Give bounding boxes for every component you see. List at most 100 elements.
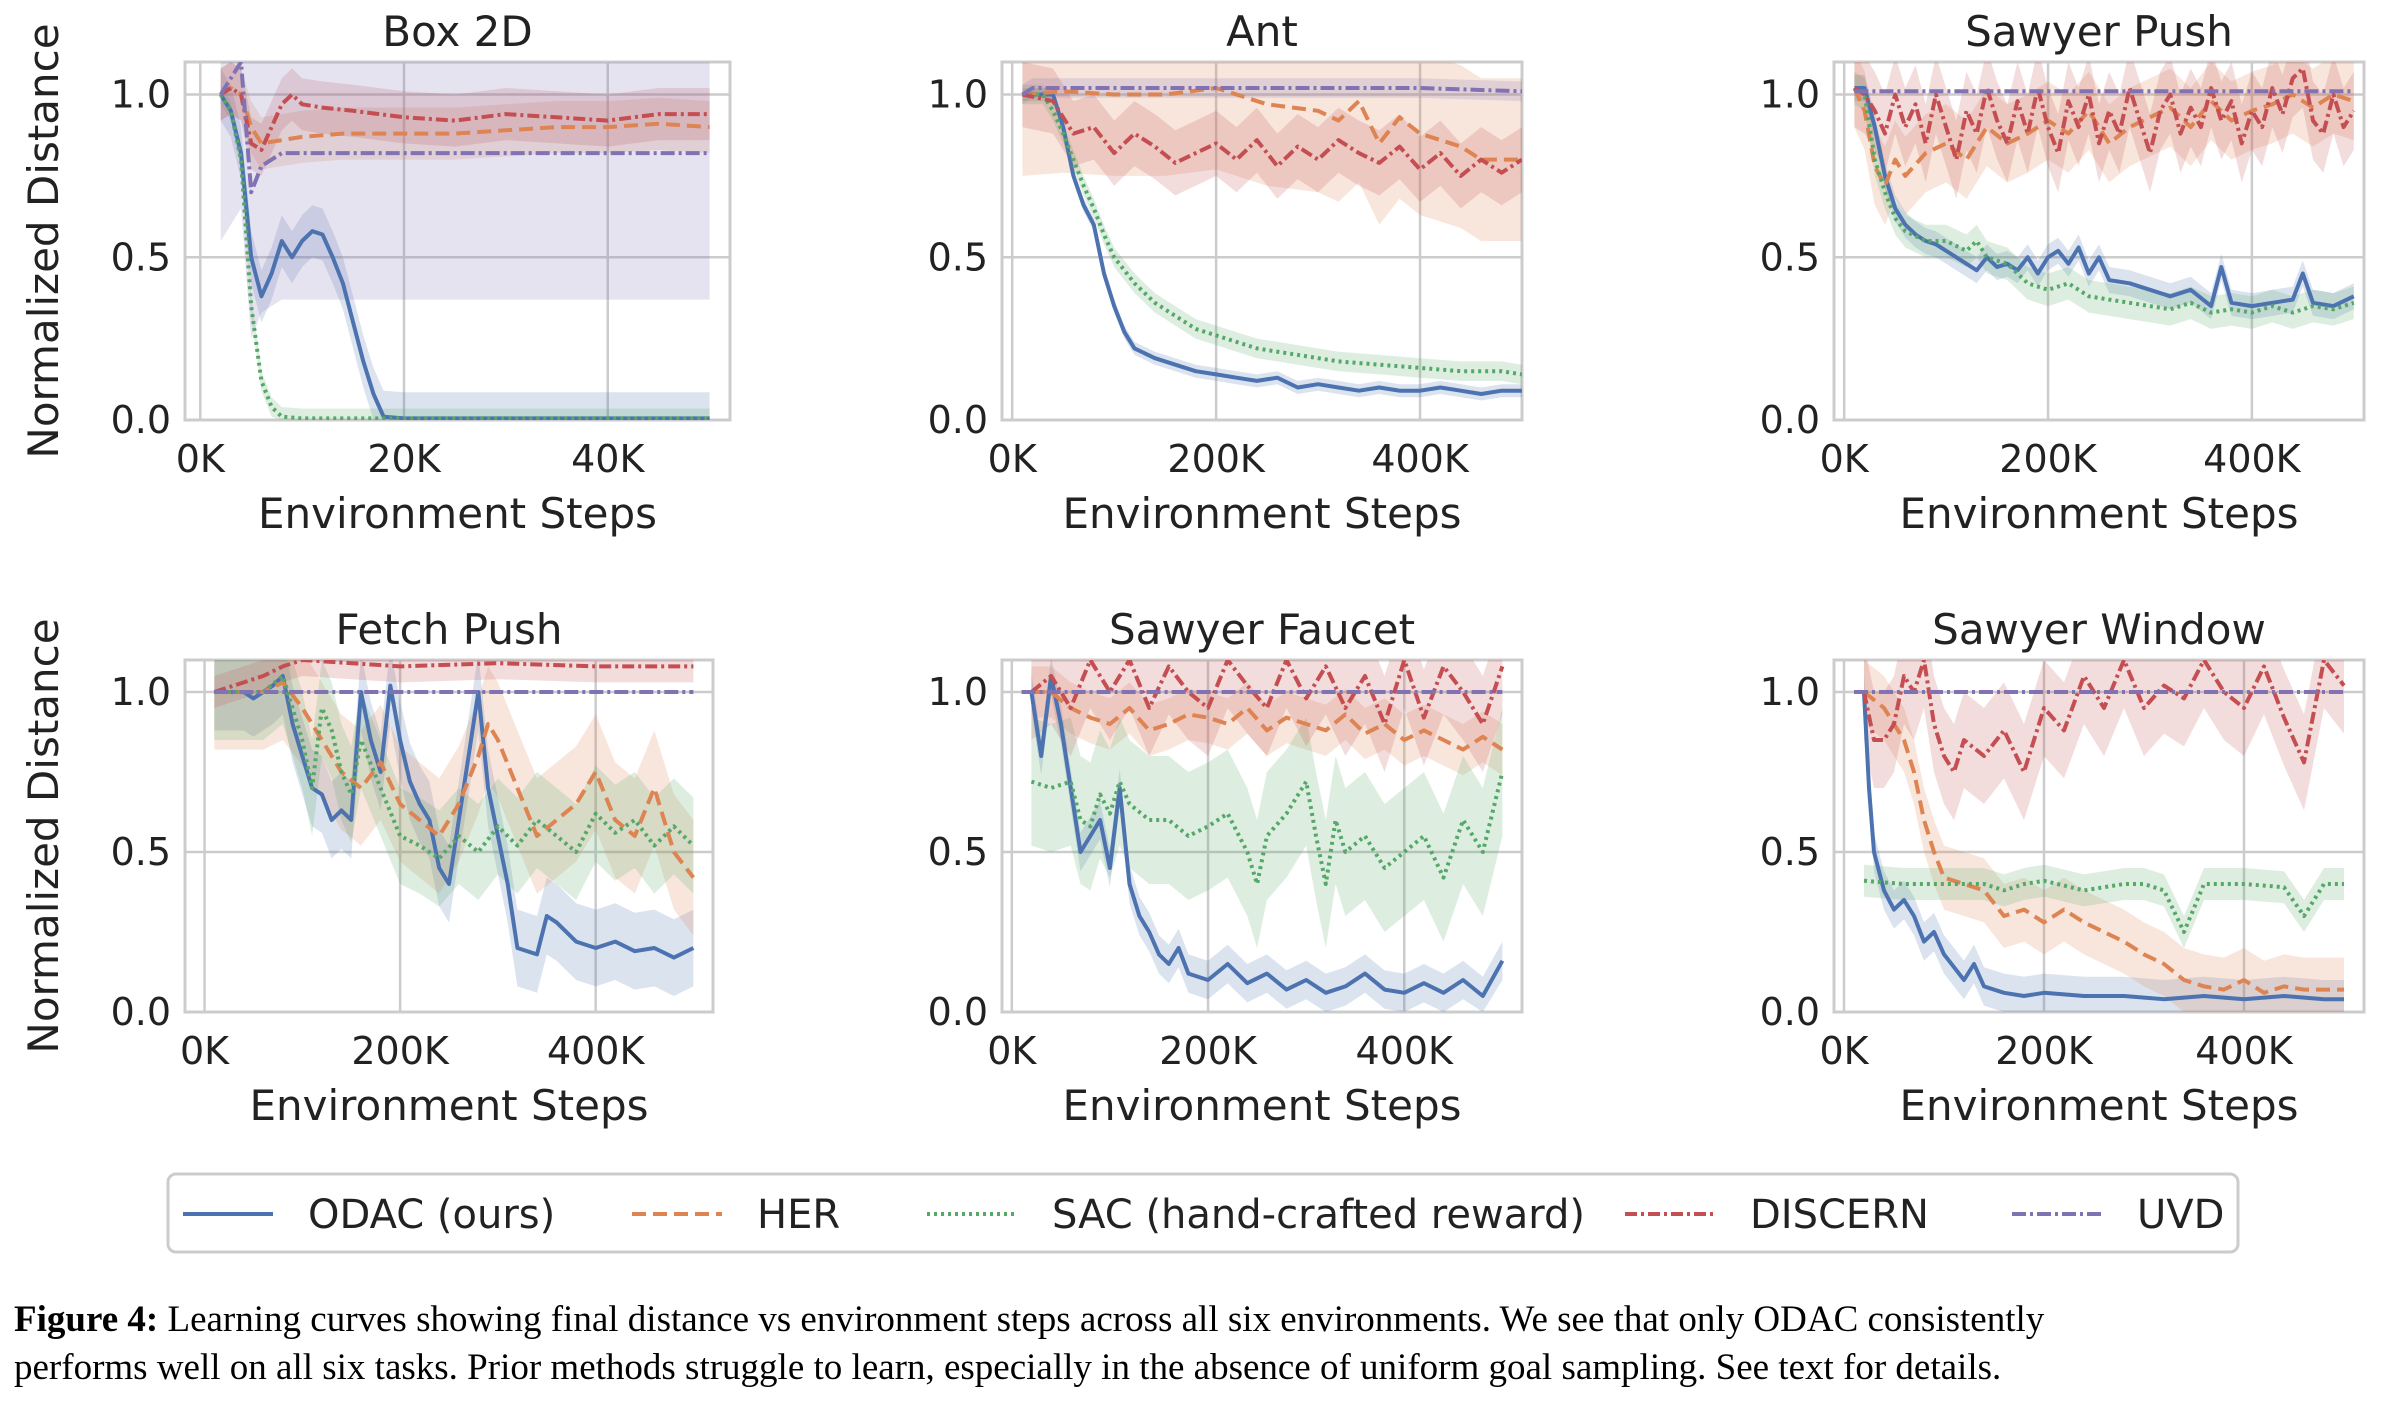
band-odac [1031,660,1503,1012]
subplot-ant: 0K 200K 400K 0.0 0.5 1.0 Ant Environment Steps [928,7,1524,538]
band-her [1022,62,1522,241]
legend-label-discern: DISCERN [1750,1192,1929,1238]
x-tick-label: 200K [1995,1029,2094,1073]
subplot-title: Sawyer Faucet [1109,605,1415,654]
y-axis-label: Normalized Distance [19,618,68,1053]
subplot-title: Sawyer Push [1965,7,2233,56]
band-discern [1854,62,2354,199]
line-sac [218,93,710,420]
line-sac [1863,878,2344,934]
plot-frame [1832,658,2366,1014]
subplot-sawyer-faucet: 0K 200K 400K 0.0 0.5 1.0 Sawyer Faucet Environm… [928,605,1524,1130]
x-tick-label: 20K [367,437,441,481]
band-her [1864,660,2344,1012]
legend-label-her: HER [757,1192,840,1238]
band-sac [1031,708,1503,948]
x-axis-label: Environment Steps [258,489,657,538]
x-axis-label: Environment Steps [1062,489,1461,538]
x-tick-label: 400K [1371,437,1470,481]
band-her [220,62,710,170]
caption-line-1: Learning curves showing final distance v… [158,1299,2045,1340]
subplot-title: Sawyer Window [1932,605,2266,654]
y-tick-label: 0.5 [111,235,171,279]
y-tick-label: 0.0 [111,398,171,442]
subplot-title: Fetch Push [336,605,563,654]
series-group [1021,660,1505,1012]
line-discern [1021,92,1522,178]
line-her [1862,690,2344,995]
series-group [1021,62,1522,401]
line-odac [214,674,695,960]
line-her [1022,86,1522,162]
line-discern [1853,66,2356,162]
y-tick-label: 0.0 [1760,990,1820,1034]
legend-label-odac: ODAC (ours) [308,1192,555,1238]
band-odac [214,660,694,996]
x-axis-label: Environment Steps [1062,1081,1461,1130]
x-tick-label: 0K [176,437,226,481]
series-group [1852,62,2356,329]
subplot-title: Box 2D [382,7,533,56]
y-tick-label: 1.0 [1760,670,1820,714]
line-sac [1853,86,2355,315]
x-tick-label: 400K [1356,1029,1455,1073]
band-odac [1854,75,2354,320]
band-odac [220,68,710,420]
line-her [1031,690,1504,752]
y-tick-label: 0.5 [111,830,171,874]
x-axis-label: Environment Steps [1899,1081,2298,1130]
band-discern [1864,660,2344,820]
y-tick-label: 0.5 [928,830,988,874]
series-group [218,62,710,420]
y-tick-label: 1.0 [111,73,171,117]
band-sac [214,660,694,907]
x-tick-label: 0K [988,437,1038,481]
y-tick-label: 0.0 [111,990,171,1034]
x-tick-label: 40K [571,437,645,481]
line-her [214,680,695,879]
line-discern [1862,660,2346,774]
x-tick-label: 200K [1159,1029,1258,1073]
band-her [1031,666,1503,776]
x-axis-label: Environment Steps [1899,489,2298,538]
x-tick-label: 400K [2195,1029,2294,1073]
band-discern [214,660,694,708]
line-sac [1030,771,1505,886]
x-tick-label: 0K [1819,1029,1869,1073]
legend-frame [166,1172,2240,1254]
x-axis-label: Environment Steps [249,1081,648,1130]
series-group [213,660,695,996]
band-discern [1031,660,1503,772]
line-uvd [1021,86,1522,97]
band-sac [1854,71,2354,329]
band-odac [1864,672,2344,1012]
line-discern [1030,660,1505,726]
plot-frame [1000,658,1524,1014]
y-tick-label: 0.0 [928,990,988,1034]
line-sac [1022,92,1522,377]
subplot-sawyer-push: 0K 200K 400K 0.0 0.5 1.0 Sawyer Push Environmen… [1760,7,2366,538]
band-uvd [220,62,710,339]
x-tick-label: 0K [180,1029,230,1073]
y-tick-label: 0.5 [1760,235,1820,279]
line-her [219,86,710,146]
subplot-title: Ant [1226,7,1298,56]
plot-frame [1832,60,2366,422]
plot-frame [183,658,715,1014]
line-discern [213,660,694,694]
x-tick-label: 200K [1999,437,2098,481]
caption-line-2: performs well on all six tasks. Prior me… [14,1347,2002,1388]
y-tick-label: 1.0 [111,670,171,714]
x-tick-label: 0K [1820,437,1870,481]
subplot-sawyer-window: 0K 200K 400K 0.0 0.5 1.0 Sawyer Window Environm… [1760,605,2366,1130]
x-tick-label: 400K [547,1029,646,1073]
y-tick-label: 1.0 [928,73,988,117]
line-odac [1862,691,2344,1002]
y-tick-label: 1.0 [1760,73,1820,117]
plot-frame [1000,60,1524,422]
y-tick-label: 0.0 [928,398,988,442]
figure-caption: Figure 4: Learning curves showing final … [14,1296,2399,1392]
caption-label: Figure 4: [14,1299,159,1340]
y-tick-label: 1.0 [928,670,988,714]
